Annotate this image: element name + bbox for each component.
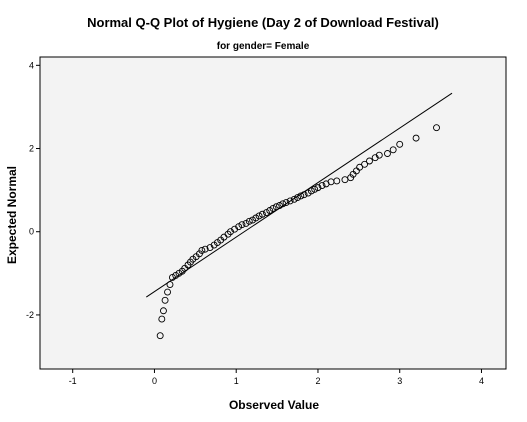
data-point bbox=[258, 210, 266, 218]
data-point bbox=[238, 221, 246, 229]
data-point bbox=[361, 160, 369, 168]
data-point bbox=[307, 187, 315, 195]
y-tick-label: 2 bbox=[29, 144, 34, 154]
data-point bbox=[224, 230, 232, 238]
data-point bbox=[433, 124, 440, 132]
y-tick-label: 4 bbox=[29, 60, 34, 70]
y-axis-label: Expected Normal bbox=[5, 166, 19, 264]
data-point bbox=[384, 150, 391, 157]
data-point bbox=[161, 296, 169, 304]
y-tick-label: 0 bbox=[29, 227, 34, 237]
data-point bbox=[300, 191, 308, 199]
data-point bbox=[158, 315, 166, 323]
data-point bbox=[375, 151, 383, 159]
data-point bbox=[276, 202, 283, 209]
x-tick-label: 2 bbox=[315, 376, 320, 386]
data-point bbox=[279, 200, 287, 208]
data-point bbox=[314, 184, 322, 192]
chart-title: Normal Q-Q Plot of Hygiene (Day 2 of Dow… bbox=[87, 15, 439, 30]
data-point bbox=[255, 212, 263, 220]
y-tick-label: -2 bbox=[26, 310, 34, 320]
data-point bbox=[156, 332, 164, 340]
x-tick-label: 4 bbox=[479, 376, 484, 386]
data-point bbox=[333, 177, 341, 185]
data-point bbox=[245, 217, 253, 225]
data-point bbox=[269, 204, 277, 212]
data-point bbox=[201, 245, 209, 253]
x-axis-label: Observed Value bbox=[229, 398, 319, 412]
data-point bbox=[356, 163, 364, 171]
data-point bbox=[286, 197, 294, 205]
data-point bbox=[294, 194, 301, 202]
data-point bbox=[366, 157, 373, 165]
y-axis-ticks: -2 0 2 4 bbox=[26, 60, 40, 320]
x-tick-label: 3 bbox=[397, 376, 402, 386]
data-point bbox=[412, 134, 420, 142]
x-tick-label: -1 bbox=[69, 376, 77, 386]
x-tick-label: 1 bbox=[234, 376, 239, 386]
data-points bbox=[156, 124, 440, 340]
data-point bbox=[272, 203, 280, 211]
data-point bbox=[311, 185, 319, 193]
x-tick-label: 0 bbox=[152, 376, 157, 386]
data-point bbox=[282, 199, 290, 207]
data-point bbox=[297, 192, 305, 200]
data-point bbox=[164, 288, 171, 296]
data-point bbox=[198, 246, 206, 254]
chart-subtitle: for gender= Female bbox=[217, 41, 310, 52]
data-point bbox=[290, 195, 298, 203]
data-point bbox=[389, 146, 397, 154]
data-point bbox=[318, 182, 326, 189]
data-point bbox=[166, 281, 174, 289]
x-axis-ticks: -1 0 1 2 3 4 bbox=[69, 369, 484, 386]
data-point bbox=[396, 140, 404, 148]
data-point bbox=[159, 307, 167, 315]
